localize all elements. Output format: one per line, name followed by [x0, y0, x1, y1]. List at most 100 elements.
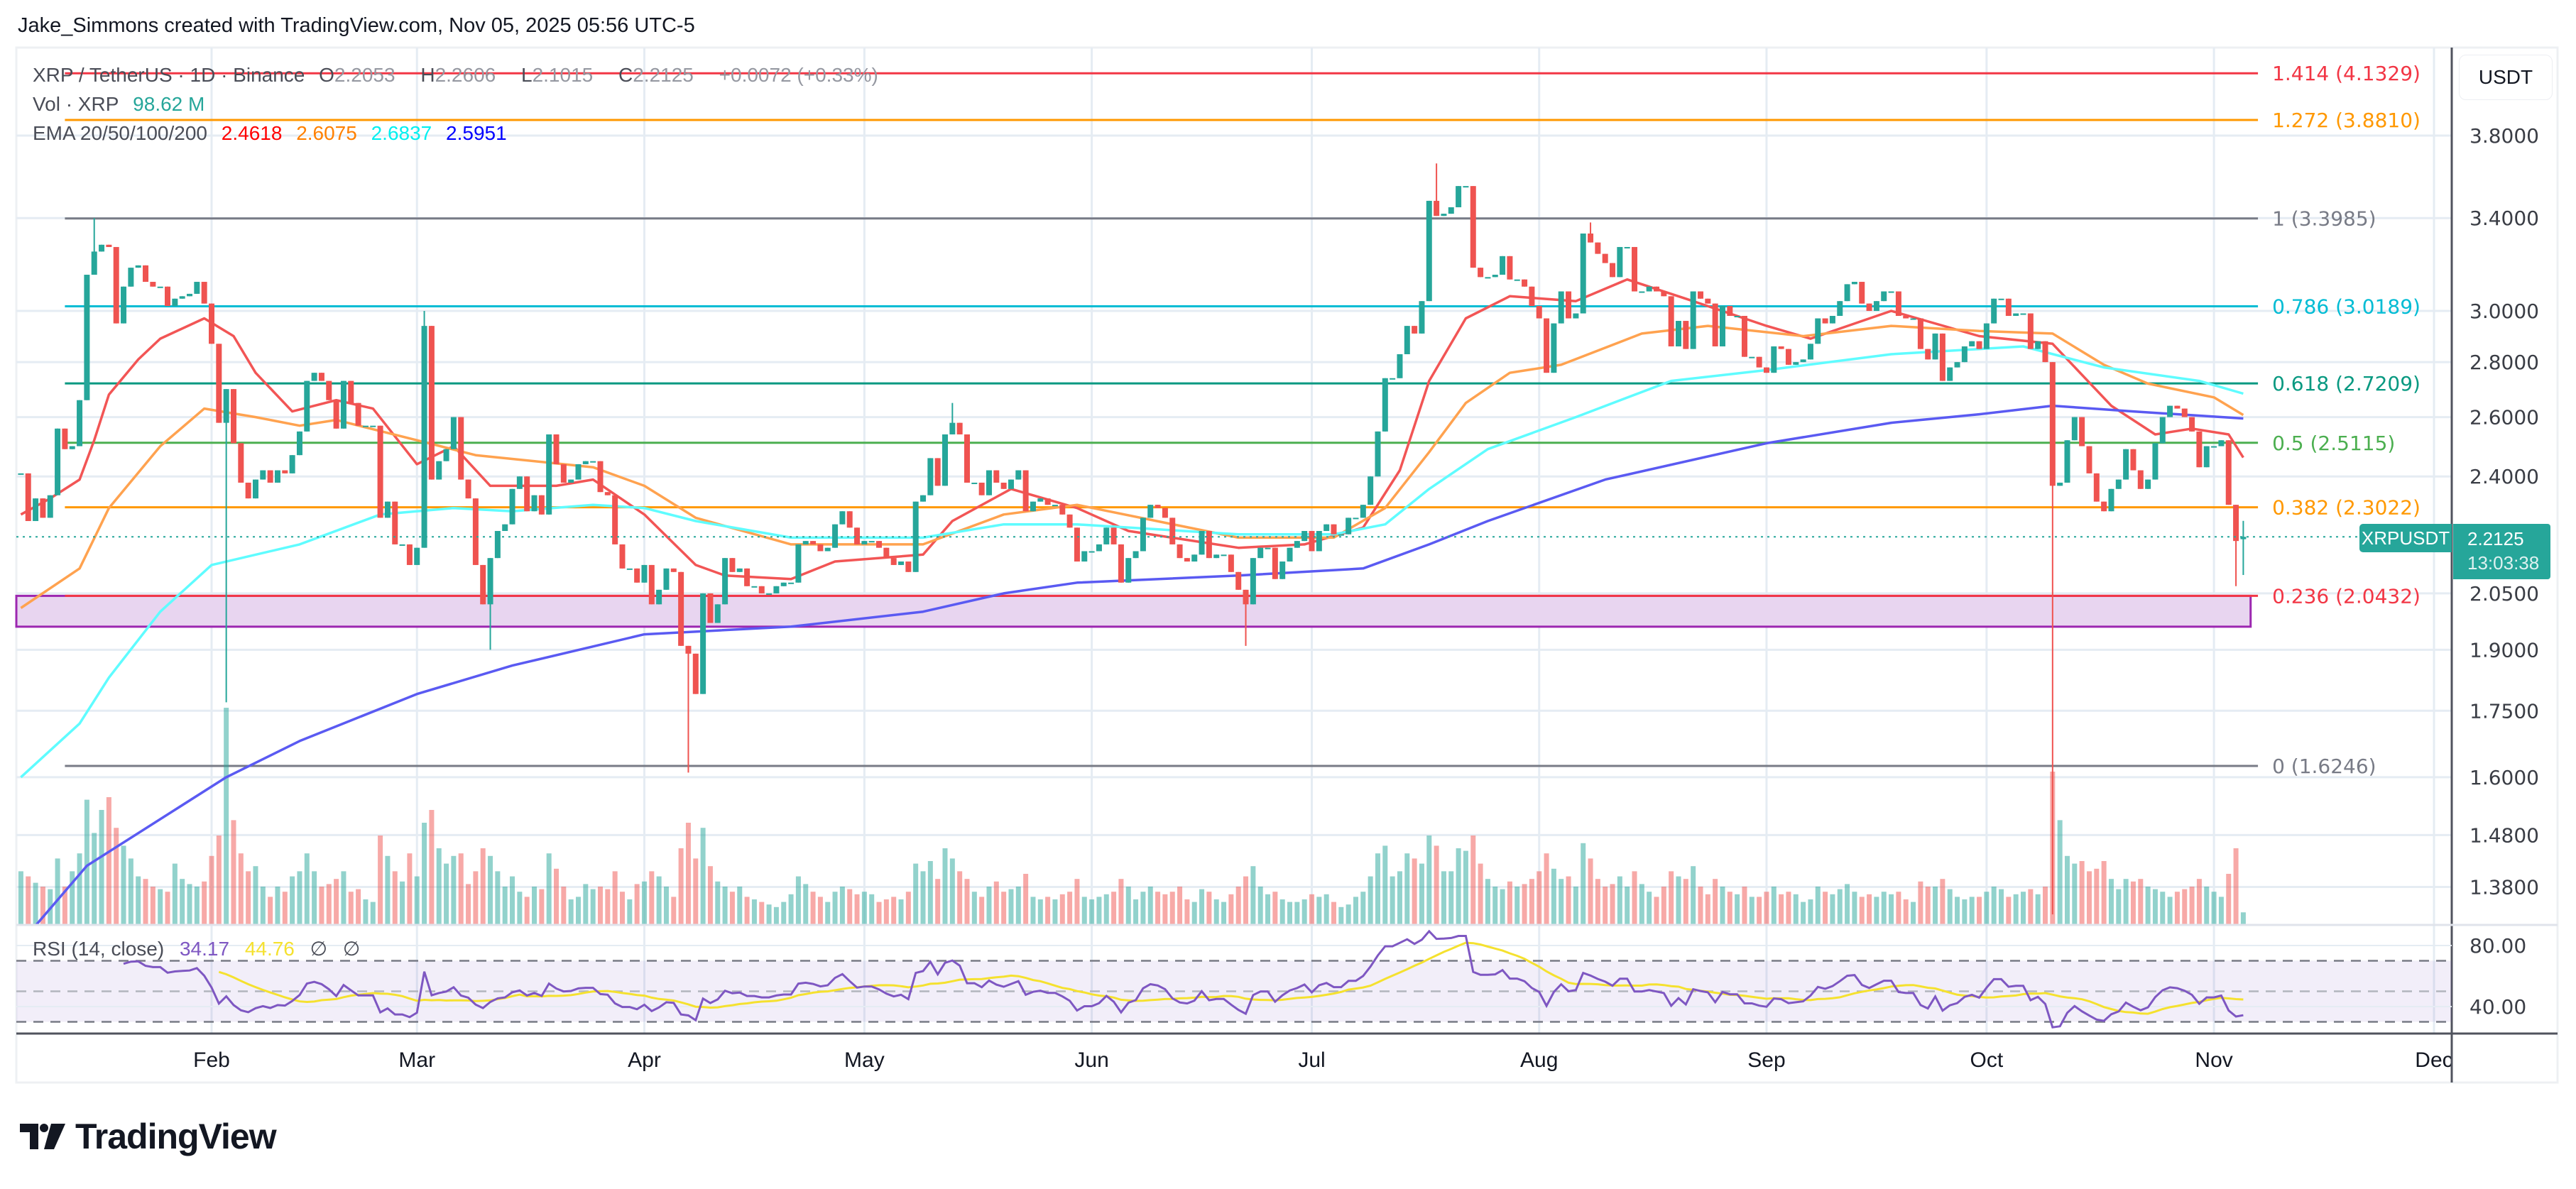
- candle-body: [406, 544, 413, 565]
- volume-bar: [817, 897, 823, 925]
- candle-body: [465, 479, 471, 499]
- volume-bar: [1250, 866, 1256, 925]
- candle: [1566, 291, 1572, 319]
- volume-bar: [1463, 850, 1468, 925]
- volume-bar: [40, 887, 45, 925]
- candle: [1456, 186, 1462, 207]
- volume-bar: [1206, 892, 1212, 925]
- candle-body: [1257, 547, 1264, 559]
- candle-body: [1529, 286, 1535, 307]
- volume-bar: [1779, 894, 1784, 925]
- volume-bar: [1698, 887, 1703, 925]
- volume-bar: [627, 899, 633, 925]
- candle-body: [1235, 571, 1242, 590]
- candle-body: [971, 482, 978, 484]
- volume-label[interactable]: Vol · XRP: [33, 93, 119, 115]
- volume-bar: [1537, 871, 1542, 925]
- candle-body: [1507, 256, 1513, 280]
- ema50-line: [20, 324, 2244, 609]
- volume-bar: [1257, 887, 1263, 925]
- candle-body: [751, 586, 758, 588]
- candle: [516, 476, 523, 489]
- candle-body: [832, 524, 839, 548]
- volume-bar: [2211, 892, 2217, 925]
- volume-bar: [1661, 887, 1666, 925]
- last-price-label: 2.2125 13:03:38: [2453, 524, 2550, 579]
- candle-body: [802, 541, 809, 544]
- candle: [590, 461, 596, 463]
- volume-bar: [26, 876, 31, 925]
- symbol-title[interactable]: XRP / TetherUS · 1D · Binance: [33, 64, 305, 86]
- candle-body: [1778, 346, 1784, 349]
- candle: [1712, 303, 1718, 346]
- candle: [964, 434, 970, 483]
- volume-bar: [788, 894, 794, 925]
- currency-button[interactable]: USDT: [2459, 55, 2553, 100]
- candle-body: [516, 476, 523, 489]
- candle: [2064, 440, 2070, 483]
- volume-bar: [825, 902, 831, 925]
- candle-body: [458, 417, 464, 480]
- candle-body: [1800, 359, 1806, 363]
- candle: [296, 431, 302, 456]
- candle: [1668, 296, 1674, 346]
- candle-body: [135, 265, 141, 268]
- volume-bar: [1727, 892, 1732, 925]
- candle: [824, 547, 831, 552]
- volume-bar: [561, 887, 567, 925]
- volume-bar: [1081, 897, 1087, 925]
- candle: [568, 479, 574, 483]
- volume-bar: [1742, 887, 1747, 925]
- tradingview-logo[interactable]: TradingView: [20, 1116, 277, 1157]
- volume-bar: [693, 858, 699, 925]
- volume-bar: [1125, 887, 1131, 925]
- candle: [230, 389, 236, 444]
- candle-body: [2196, 431, 2203, 468]
- candle: [986, 470, 992, 495]
- candle-body: [2035, 341, 2041, 349]
- volume-bar: [1786, 892, 1791, 925]
- rsi-label[interactable]: RSI (14, close): [33, 938, 165, 960]
- volume-bar: [707, 866, 713, 925]
- volume-bar: [1808, 899, 1813, 925]
- candle: [201, 282, 207, 304]
- candle: [1397, 354, 1403, 378]
- candle-body: [399, 544, 405, 546]
- volume-bar: [1896, 892, 1901, 925]
- candle-body: [1022, 470, 1029, 512]
- candle: [1213, 554, 1220, 559]
- candle-body: [509, 488, 515, 525]
- candle-body: [912, 501, 919, 572]
- ema-label[interactable]: EMA 20/50/100/200: [33, 122, 207, 144]
- volume-bar: [1147, 887, 1153, 925]
- candle-body: [230, 389, 236, 444]
- candle-body: [1125, 558, 1132, 583]
- candle-body: [1279, 561, 1286, 579]
- volume-bar: [1089, 899, 1095, 925]
- volume-bar: [1852, 892, 1857, 925]
- candle: [318, 373, 324, 381]
- rsi-legend: RSI (14, close) 34.17 44.76 ∅ ∅: [33, 937, 370, 960]
- candle: [326, 380, 332, 400]
- candle: [993, 470, 1000, 483]
- candle-body: [194, 282, 200, 294]
- volume-bar: [275, 887, 280, 925]
- volume-bar: [510, 876, 515, 925]
- candle-body: [260, 470, 266, 480]
- volume-bar: [2182, 889, 2188, 925]
- candle: [18, 473, 24, 475]
- candle: [340, 380, 346, 429]
- candle-body: [91, 251, 97, 275]
- volume-bar: [715, 881, 721, 925]
- candle: [1500, 256, 1506, 275]
- candle-body: [55, 428, 61, 495]
- candle: [135, 265, 141, 268]
- volume-bar: [1155, 892, 1161, 925]
- candle-body: [1676, 321, 1681, 346]
- candle-body: [1734, 316, 1740, 318]
- volume-bar: [55, 858, 60, 925]
- candle-body: [1639, 291, 1645, 293]
- candle: [362, 425, 369, 427]
- candle: [736, 568, 743, 572]
